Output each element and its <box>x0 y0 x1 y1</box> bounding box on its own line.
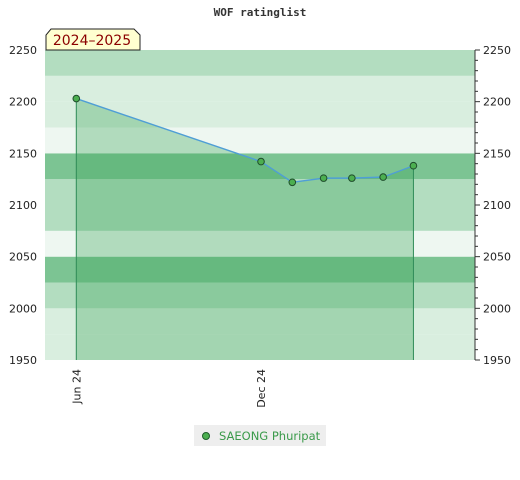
area-edges <box>75 98 414 360</box>
band-2025 <box>45 256 475 283</box>
x-tick-0: Jun 24 <box>70 369 83 405</box>
rating-point-2025-03-01[interactable] <box>348 174 356 182</box>
y-tick-right-2200: 2200 <box>483 96 511 109</box>
chart-title: WOF ratinglist <box>214 6 307 19</box>
y-tick-right-2000: 2000 <box>483 302 511 315</box>
background-bands <box>45 50 475 360</box>
y-tick-left-2150: 2150 <box>9 147 37 160</box>
y-tick-right-1950: 1950 <box>483 354 511 367</box>
rating-area <box>76 98 414 361</box>
x-tick-1: Dec 24 <box>255 369 268 408</box>
legend-label: SAEONG Phuripat <box>219 428 321 443</box>
band-1950 <box>45 334 475 360</box>
band-2150 <box>45 127 475 154</box>
y-tick-left-1950: 1950 <box>9 354 37 367</box>
y-tick-left-2000: 2000 <box>9 302 37 315</box>
y-tick-left-2200: 2200 <box>9 96 37 109</box>
rating-point-2024-06-01[interactable] <box>72 94 81 103</box>
band-2000 <box>45 282 475 309</box>
band-2050 <box>45 230 475 257</box>
season-badge: 2024–2025 <box>45 28 141 51</box>
legend[interactable]: SAEONG Phuripat <box>194 425 326 446</box>
band-2225 <box>45 50 475 76</box>
x-axis: Jun 24 Dec 24 <box>70 369 268 408</box>
rating-point-2025-05-01[interactable] <box>409 161 418 170</box>
season-badge-label: 2024–2025 <box>53 33 131 49</box>
y-tick-right-2250: 2250 <box>483 44 511 57</box>
y-tick-left-2050: 2050 <box>9 251 37 264</box>
y-axis-left: 1950 2000 2050 2100 2150 2200 2250 <box>9 44 37 367</box>
band-2100 <box>45 179 475 205</box>
rating-point-2025-04-01[interactable] <box>379 173 387 181</box>
band-2175 <box>45 101 475 128</box>
band-2200 <box>45 75 475 102</box>
legend-marker-icon <box>202 431 210 440</box>
y-tick-left-2250: 2250 <box>9 44 37 57</box>
y-tick-right-2100: 2100 <box>483 199 511 212</box>
band-1975 <box>45 308 475 335</box>
rating-markers <box>72 94 418 187</box>
y-tick-left-2100: 2100 <box>9 199 37 212</box>
rating-point-2025-01-01[interactable] <box>288 178 297 187</box>
y-tick-right-2150: 2150 <box>483 147 511 160</box>
y-tick-right-2050: 2050 <box>483 251 511 264</box>
y-axis-right: 1950 2000 2050 2100 2150 2200 2250 <box>474 44 511 367</box>
band-2125 <box>45 153 475 180</box>
rating-point-2025-02-01[interactable] <box>319 174 328 182</box>
rating-point-2024-12-01[interactable] <box>257 157 265 166</box>
band-2075 <box>45 205 475 231</box>
